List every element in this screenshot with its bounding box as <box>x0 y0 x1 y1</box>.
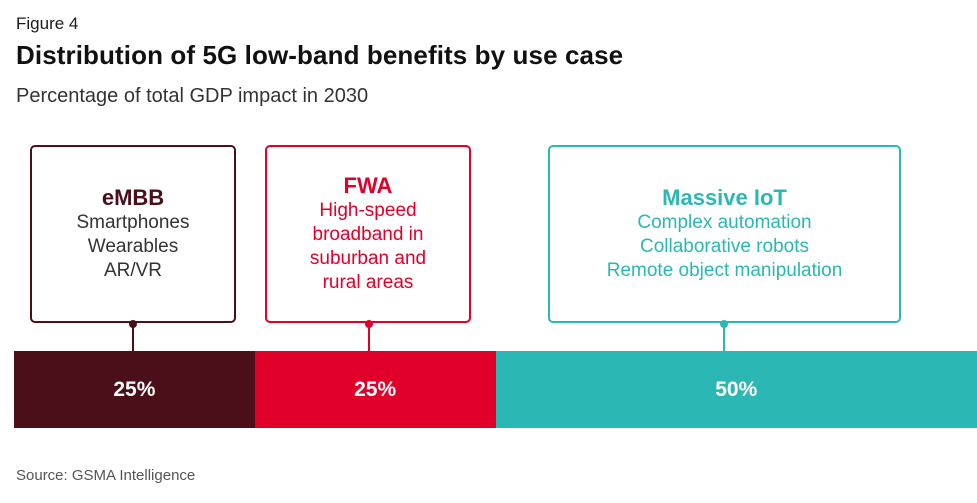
annotation-line: broadband in <box>312 224 424 245</box>
annotation-card-massive-iot: Massive IoT Complex automation Collabora… <box>548 145 901 323</box>
annotation-title-massive-iot: Massive IoT <box>662 185 787 210</box>
annotation-lines-fwa: High-speed broadband in suburban and rur… <box>310 199 426 295</box>
annotation-line: suburban and <box>309 248 427 269</box>
annotation-line: Collaborative robots <box>640 236 809 257</box>
bar-segment-fwa: 25% <box>254 351 496 428</box>
bar-label-fwa: 25% <box>354 377 397 401</box>
annotation-line: AR/VR <box>103 260 163 281</box>
annotation-card-embb: eMBB Smartphones Wearables AR/VR <box>30 145 236 323</box>
annotation-title-fwa: FWA <box>343 173 393 198</box>
annotation-line: rural areas <box>322 272 414 293</box>
source-note: Source: GSMA Intelligence <box>16 467 196 484</box>
annotation-line: Remote object manipulation <box>606 260 843 281</box>
chart-subtitle: Percentage of total GDP impact in 2030 <box>16 85 369 107</box>
connector-dot-fwa <box>365 320 373 328</box>
connector-line-fwa <box>368 324 370 351</box>
connector-dot-massive-iot <box>720 320 728 328</box>
annotation-card-fwa: FWA High-speed broadband in suburban and… <box>265 145 471 323</box>
annotation-line: High-speed <box>319 200 417 221</box>
annotation-line: Complex automation <box>637 212 812 233</box>
bar-segment-embb: 25% <box>14 351 255 428</box>
bar-label-embb: 25% <box>113 377 156 401</box>
annotation-lines-massive-iot: Complex automation Collaborative robots … <box>607 211 843 283</box>
connector-line-embb <box>132 324 134 351</box>
annotation-title-embb: eMBB <box>101 185 165 210</box>
connector-line-massive-iot <box>723 324 725 351</box>
annotation-line: Smartphones <box>76 212 190 233</box>
connector-dot-embb <box>129 320 137 328</box>
bar-segment-massive-iot: 50% <box>495 351 977 428</box>
stacked-bar: 25% 25% 50% <box>14 351 977 428</box>
chart-title: Distribution of 5G low-band benefits by … <box>16 40 624 70</box>
annotation-lines-embb: Smartphones Wearables AR/VR <box>76 211 189 283</box>
bar-label-massive-iot: 50% <box>715 377 758 401</box>
annotation-line: Wearables <box>87 236 179 257</box>
figure-label: Figure 4 <box>16 14 79 33</box>
